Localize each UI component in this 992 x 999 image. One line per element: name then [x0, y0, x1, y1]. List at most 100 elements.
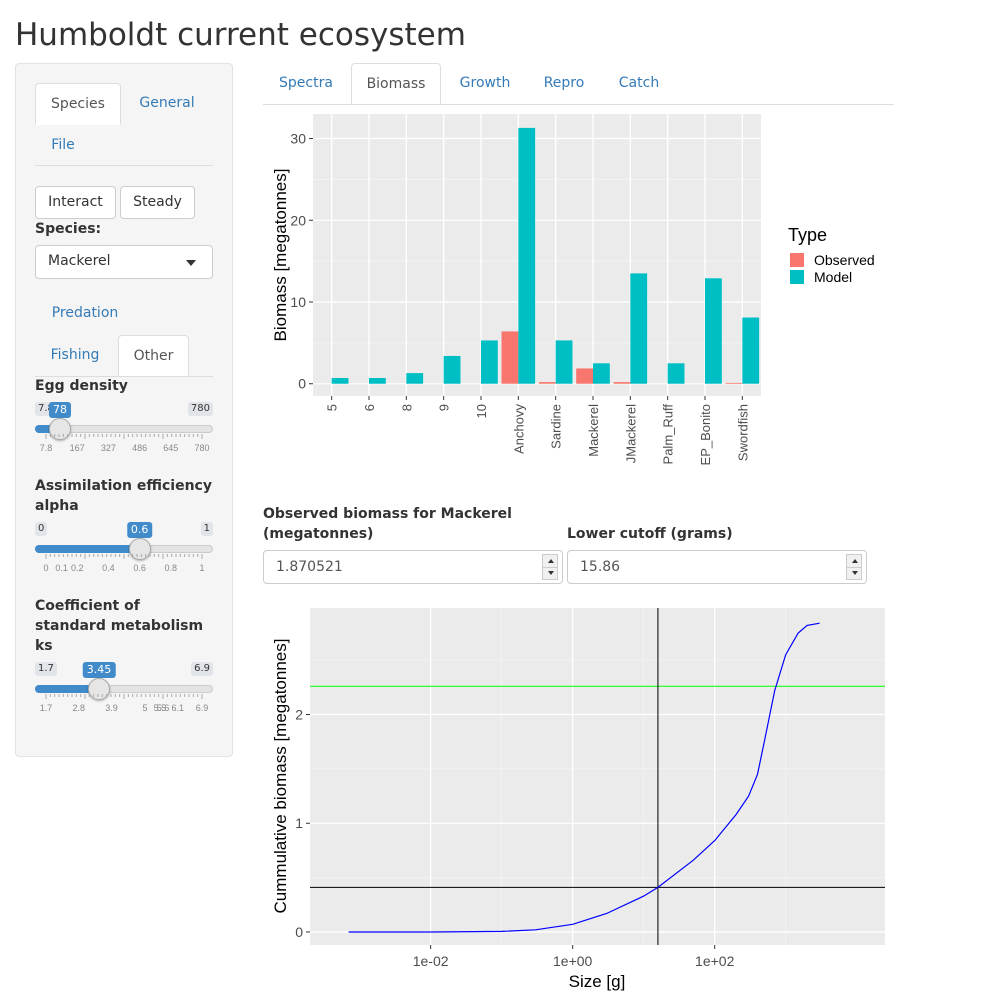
legend-swatch-observed — [790, 253, 804, 267]
observed-biomass-value: 1.870521 — [276, 559, 343, 575]
tab-growth[interactable]: Growth — [459, 75, 511, 91]
cumulative-biomass-line — [348, 622, 820, 933]
slider-tick-label: 0.8 — [165, 563, 178, 573]
x-tick-label: Sardine — [549, 404, 564, 449]
tab-fishing[interactable]: Fishing — [50, 347, 100, 363]
y-axis-label: Biomass [megatonnes] — [271, 169, 290, 342]
metabolism-label: Coefficient of standard metabolism ks — [35, 598, 204, 654]
slider-tick-label: 327 — [101, 443, 116, 453]
slider-handle[interactable] — [128, 538, 151, 560]
legend-title: Type — [788, 225, 827, 245]
assimilation-slider[interactable]: 0 1 0.6 0 0.1 0.2 0.4 0.6 0.8 1 — [35, 522, 213, 582]
x-tick-label: Mackerel — [586, 404, 601, 457]
sidebar-panel: Species General File Interact Steady Spe… — [15, 63, 233, 757]
spin-up-icon[interactable] — [852, 559, 858, 563]
slider-fill — [35, 545, 140, 553]
tab-divider — [35, 376, 213, 377]
egg-density-label: Egg density — [35, 378, 128, 394]
slider-tick-label: 5.5 — [154, 703, 167, 713]
slider-max: 780 — [187, 402, 213, 416]
biomass-bar-chart: 0 10 20 30 5 6 8 9 10 Anchovy Sardine Mackerel JMack… — [271, 114, 875, 465]
bar-model — [555, 340, 573, 384]
slider-tick-label: 780 — [194, 443, 209, 453]
bar-observed — [538, 382, 556, 384]
slider-tick-label: 0 — [43, 563, 48, 573]
slider-tick-label: 1 — [199, 563, 204, 573]
y-tick-label: 30 — [290, 131, 306, 147]
bar-observed — [613, 382, 631, 384]
slider-min: 1.7 — [35, 662, 57, 676]
x-tick-label: 6 — [362, 404, 377, 411]
slider-ticks: 7.8 167 327 486 645 780 — [40, 434, 210, 453]
slider-tick-label: 0.6 — [133, 563, 146, 573]
tab-spectra[interactable]: Spectra — [279, 75, 333, 91]
y-tick-label: 0 — [298, 376, 306, 392]
slider-tick-label: 7.8 — [40, 443, 53, 453]
spin-down-icon[interactable] — [852, 571, 858, 575]
x-tick-label: 1e+00 — [553, 953, 593, 969]
tab-file[interactable]: File — [51, 137, 75, 153]
bar-model — [369, 378, 386, 384]
slider-tick-label: 1.7 — [40, 703, 53, 713]
tab-species[interactable]: Species — [35, 83, 121, 125]
x-tick-label: 9 — [437, 404, 452, 411]
slider-ticks: 1.7 2.8 3.9 5 5.55.6 6.1 6.9 — [40, 694, 208, 713]
slider-tick-label: 0.4 — [102, 563, 115, 573]
plot-panel — [310, 608, 885, 945]
observed-biomass-label: Observed biomass for Mackerel (megatonne… — [263, 506, 512, 542]
species-label: Species: — [35, 221, 102, 237]
bar-model — [406, 373, 424, 384]
bar-model — [742, 317, 760, 384]
tab-general[interactable]: General — [139, 95, 195, 111]
slider-value: 3.45 — [82, 662, 116, 678]
species-select[interactable]: Mackerel — [35, 245, 213, 279]
x-tick-label: 5 — [325, 404, 340, 411]
bar-model — [481, 340, 498, 384]
y-tick-label: 0 — [295, 924, 303, 940]
slider-tick-label: 5.6 — [157, 703, 170, 713]
slider-tick-label: 645 — [163, 443, 178, 453]
slider-max: 6.9 — [191, 662, 213, 676]
x-axis-label: Size [g] — [569, 972, 626, 991]
tab-other[interactable]: Other — [118, 335, 189, 377]
spinner-buttons[interactable] — [846, 554, 862, 580]
slider-tick-label: 0.2 — [71, 563, 84, 573]
bar-model — [518, 127, 536, 384]
spinner-buttons[interactable] — [542, 554, 558, 580]
lower-cutoff-input[interactable]: 15.86 — [567, 550, 867, 584]
slider-tick-label: 5 — [143, 703, 148, 713]
page-title: Humboldt current ecosystem — [15, 17, 466, 53]
slider-tick-label: 3.9 — [105, 703, 118, 713]
x-tick-label: 1e+02 — [695, 953, 735, 969]
bar-observed — [501, 331, 519, 384]
tab-predation[interactable]: Predation — [51, 305, 119, 321]
x-tick-label: 10 — [474, 404, 489, 418]
x-tick-label: 8 — [399, 404, 414, 411]
chevron-down-icon — [186, 260, 196, 266]
tab-repro[interactable]: Repro — [543, 75, 585, 91]
interact-button[interactable]: Interact — [35, 186, 116, 219]
bar-model — [443, 355, 461, 384]
steady-button[interactable]: Steady — [120, 186, 195, 219]
slider-max: 1 — [200, 522, 213, 536]
egg-density-slider[interactable]: 7.8 780 78 7.8 167 327 486 645 780 — [35, 402, 213, 462]
y-tick-label: 10 — [290, 294, 306, 310]
tab-catch[interactable]: Catch — [618, 75, 660, 91]
observed-biomass-input[interactable]: 1.870521 — [263, 550, 563, 584]
tab-biomass[interactable]: Biomass — [351, 63, 441, 105]
legend-label-model: Model — [814, 269, 852, 285]
legend-label-observed: Observed — [814, 252, 875, 268]
slider-tick-label: 167 — [70, 443, 85, 453]
x-tick-label: Anchovy — [511, 404, 526, 454]
spin-up-icon[interactable] — [548, 559, 554, 563]
slider-tick-label: 486 — [132, 443, 147, 453]
x-tick-label: 1e-02 — [413, 953, 449, 969]
spin-down-icon[interactable] — [548, 571, 554, 575]
slider-value: 78 — [49, 402, 72, 418]
tab-divider — [263, 104, 894, 105]
y-tick-label: 2 — [295, 707, 303, 723]
x-tick-label: EP_Bonito — [698, 404, 713, 465]
metabolism-slider[interactable]: 1.7 6.9 3.45 1.7 2.8 3.9 5 5.5 5.6 6.1 6.9 — [35, 662, 213, 722]
tab-divider — [35, 165, 213, 166]
bar-model — [667, 363, 685, 384]
